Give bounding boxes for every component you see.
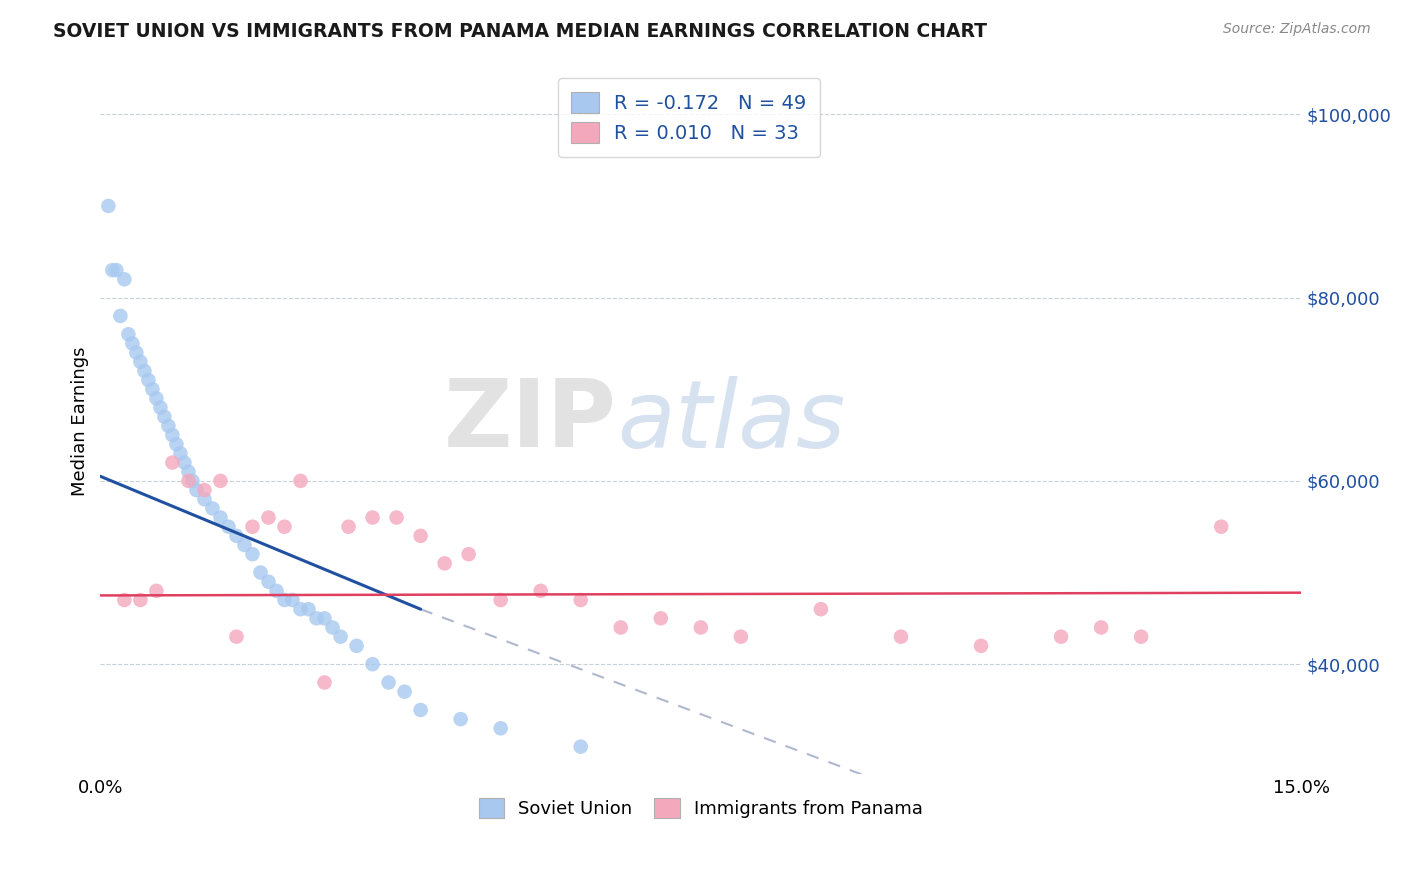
Point [257,510,280,524]
Point [346,639,368,653]
Text: SOVIET UNION VS IMMIGRANTS FROM PANAMA MEDIAN EARNINGS CORRELATION CHART: SOVIET UNION VS IMMIGRANTS FROM PANAMA M… [53,22,987,41]
Point [689,620,711,634]
Point [273,519,295,533]
Point [169,446,191,460]
Point [138,373,160,387]
Point [361,657,384,672]
Point [110,309,132,323]
Point [242,547,264,561]
Point [297,602,319,616]
Point [101,263,124,277]
Point [1130,630,1153,644]
Point [209,510,232,524]
Point [394,684,416,698]
Point [162,428,184,442]
Point [377,675,399,690]
Point [225,529,247,543]
Point [650,611,672,625]
Point [112,272,135,286]
Point [141,382,163,396]
Point [125,345,148,359]
Point [810,602,832,616]
Point [385,510,408,524]
Point [117,327,139,342]
Point [273,593,295,607]
Point [409,529,432,543]
Point [177,465,200,479]
Point [249,566,271,580]
Point [314,675,336,690]
Point [1090,620,1112,634]
Point [225,630,247,644]
Point [457,547,479,561]
Point [1050,630,1073,644]
Point [305,611,328,625]
Point [569,739,592,754]
Point [257,574,280,589]
Point [201,501,224,516]
Point [97,199,120,213]
Point [970,639,993,653]
Point [129,355,152,369]
Point [217,519,239,533]
Point [569,593,592,607]
Point [181,474,204,488]
Point [281,593,304,607]
Point [290,474,312,488]
Point [134,364,156,378]
Point [409,703,432,717]
Point [209,474,232,488]
Point [314,611,336,625]
Point [890,630,912,644]
Point [153,409,176,424]
Point [322,620,344,634]
Text: atlas: atlas [617,376,845,467]
Point [337,519,360,533]
Point [177,474,200,488]
Point [149,401,172,415]
Point [450,712,472,726]
Point [105,263,128,277]
Point [173,456,195,470]
Point [193,492,215,507]
Point [145,392,167,406]
Point [433,557,456,571]
Point [112,593,135,607]
Point [193,483,215,497]
Point [233,538,256,552]
Point [242,519,264,533]
Point [145,583,167,598]
Point [165,437,187,451]
Point [129,593,152,607]
Y-axis label: Median Earnings: Median Earnings [72,347,89,496]
Point [329,630,352,644]
Point [157,418,180,433]
Point [609,620,631,634]
Point [489,721,512,735]
Point [730,630,752,644]
Point [530,583,553,598]
Point [1211,519,1233,533]
Point [162,456,184,470]
Point [489,593,512,607]
Text: Source: ZipAtlas.com: Source: ZipAtlas.com [1223,22,1371,37]
Legend: Soviet Union, Immigrants from Panama: Soviet Union, Immigrants from Panama [471,790,931,825]
Point [121,336,143,351]
Point [290,602,312,616]
Point [186,483,208,497]
Text: ZIP: ZIP [444,376,617,467]
Point [266,583,288,598]
Point [361,510,384,524]
